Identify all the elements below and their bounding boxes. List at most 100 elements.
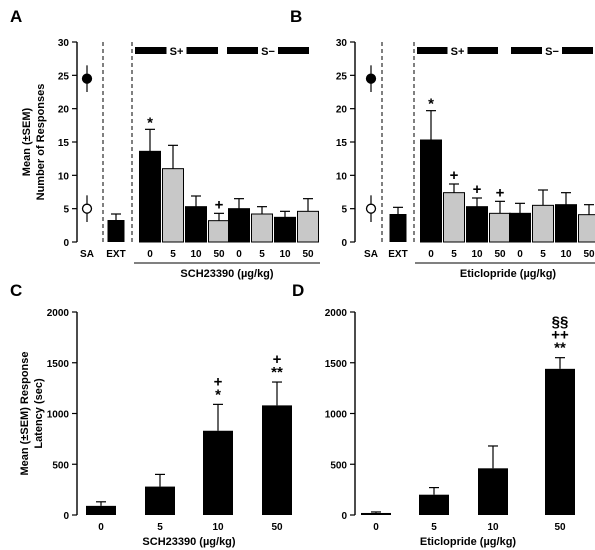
significance-mark: ** <box>554 340 566 357</box>
x-axis-label: SCH23390 (µg/kg) <box>180 268 273 280</box>
bar <box>162 168 184 243</box>
x-axis-label: Eticlopride (µg/kg) <box>460 268 557 280</box>
significance-mark: + <box>214 373 223 390</box>
y-tick-label: 5 <box>341 205 347 216</box>
x-tick-label: 50 <box>302 249 314 260</box>
significance-mark: + <box>473 181 482 198</box>
y-tick-label: 1500 <box>325 359 348 370</box>
bar <box>419 494 449 515</box>
x-tick-label: 5 <box>540 249 546 260</box>
s-minus-label-bg <box>258 44 278 57</box>
x-tick-label: 0 <box>236 249 242 260</box>
significance-mark: + <box>215 196 224 213</box>
s-minus-label-bg <box>542 44 562 57</box>
ext-bar <box>389 214 407 242</box>
y-tick-label: 500 <box>330 460 347 471</box>
panel-d-chart: D 0 500 1000 1500 2000 0 5 10 50 **++§§ Eticlopride… <box>292 281 575 548</box>
y-tick-label: 20 <box>336 105 348 116</box>
ext-bar <box>107 220 125 242</box>
y-tick-label: 25 <box>336 71 348 82</box>
x-tick-label: 0 <box>373 522 379 533</box>
bar <box>185 206 207 243</box>
panel-label-c: C <box>10 281 22 300</box>
sa-open-point <box>81 203 93 214</box>
bar <box>578 214 595 243</box>
bar <box>251 213 273 243</box>
y-tick-label: 0 <box>341 511 347 522</box>
panel-label-d: D <box>292 281 304 300</box>
significance-mark: * <box>215 386 221 403</box>
sa-filled-point <box>365 73 377 84</box>
panel-label-b: B <box>290 7 302 26</box>
y-tick-label: 2000 <box>325 308 348 319</box>
significance-mark: * <box>428 96 434 113</box>
bar <box>466 206 488 243</box>
sa-label: SA <box>364 249 378 260</box>
bar <box>208 220 230 243</box>
bar <box>509 212 531 243</box>
x-axis-label: SCH23390 (µg/kg) <box>142 536 235 548</box>
bar <box>489 212 511 243</box>
x-tick-label: 50 <box>494 249 506 260</box>
x-tick-label: 50 <box>271 522 283 533</box>
y-axis-label: Mean (±SEM) <box>21 107 33 176</box>
bar <box>555 204 577 243</box>
x-tick-label: 0 <box>428 249 434 260</box>
s-minus-label: S− <box>261 46 275 58</box>
significance-mark: + <box>450 167 459 184</box>
panel-b-chart: B 0 5 10 15 20 25 30 SA EXT S+ 0 * 5 +10 +50 + S− 0 5 10 50 Et… <box>290 7 595 280</box>
x-tick-label: 0 <box>98 522 104 533</box>
bar <box>228 208 250 243</box>
y-tick-label: 25 <box>58 71 70 82</box>
s-plus-label-bg <box>166 44 187 57</box>
x-tick-label: 10 <box>487 522 499 533</box>
s-plus-label: S+ <box>170 46 184 58</box>
y-tick-label: 15 <box>336 138 348 149</box>
x-tick-label: 5 <box>157 522 163 533</box>
y-tick-label: 500 <box>52 460 69 471</box>
bar <box>262 405 292 515</box>
s-plus-label-bg <box>447 44 468 57</box>
panel-label-a: A <box>10 7 22 26</box>
y-tick-label: 2000 <box>47 308 70 319</box>
bar <box>203 430 233 515</box>
x-tick-label: 0 <box>147 249 153 260</box>
sa-filled-point <box>81 73 93 84</box>
panel-a-chart: A 0 5 10 15 20 25 30 Mean (±SEM) Number of Respon… <box>10 7 320 280</box>
y-tick-label: 20 <box>58 105 70 116</box>
y-tick-label: 30 <box>58 38 70 49</box>
ext-label: EXT <box>106 249 125 260</box>
bar <box>139 150 161 243</box>
y-tick-label: 10 <box>336 171 348 182</box>
significance-mark: + <box>273 351 282 368</box>
y-tick-label: 0 <box>341 238 347 249</box>
bar <box>545 368 575 515</box>
x-tick-label: 10 <box>279 249 291 260</box>
bar <box>361 512 391 515</box>
y-tick-label: 0 <box>63 238 69 249</box>
y-axis-label: Latency (sec) <box>33 378 45 449</box>
x-axis-label: Eticlopride (µg/kg) <box>420 536 517 548</box>
bar <box>532 204 554 243</box>
x-tick-label: 10 <box>190 249 202 260</box>
y-tick-label: 30 <box>336 38 348 49</box>
y-tick-label: 15 <box>58 138 70 149</box>
y-axis-label: Mean (±SEM) Response <box>19 351 31 475</box>
x-tick-label: 50 <box>554 522 566 533</box>
bar <box>145 486 175 515</box>
x-tick-label: 50 <box>583 249 595 260</box>
s-minus-label: S− <box>545 46 559 58</box>
significance-mark: ** <box>271 364 283 381</box>
bar <box>274 216 296 243</box>
x-tick-label: 10 <box>471 249 483 260</box>
bar <box>443 192 465 243</box>
x-tick-label: 50 <box>213 249 225 260</box>
y-tick-label: 1500 <box>47 359 70 370</box>
bar <box>420 139 442 243</box>
x-tick-label: 0 <box>517 249 523 260</box>
x-tick-label: 5 <box>451 249 457 260</box>
x-tick-label: 10 <box>560 249 572 260</box>
y-tick-label: 5 <box>63 205 69 216</box>
